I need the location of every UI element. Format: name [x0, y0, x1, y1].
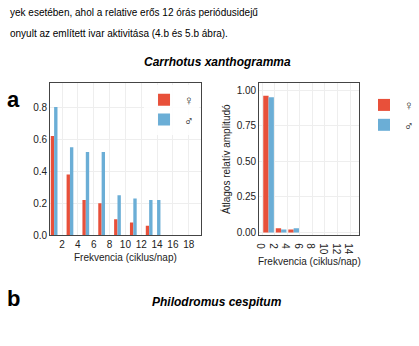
svg-text:2: 2 [268, 243, 279, 249]
svg-text:0.4: 0.4 [33, 166, 47, 177]
svg-text:12: 12 [136, 239, 148, 250]
svg-text:10: 10 [120, 239, 132, 250]
svg-text:10: 10 [318, 243, 329, 255]
svg-text:6: 6 [293, 243, 304, 249]
svg-text:0.75: 0.75 [237, 120, 257, 131]
svg-text:0.2: 0.2 [33, 198, 47, 209]
svg-text:12: 12 [331, 243, 342, 255]
svg-text:yek esetében, ahol a relative: yek esetében, ahol a relative erős 12 ór… [10, 7, 258, 18]
svg-text:14: 14 [343, 243, 354, 255]
svg-text:1.00: 1.00 [237, 85, 257, 96]
svg-text:2: 2 [59, 239, 65, 250]
svg-text:0.25: 0.25 [237, 191, 257, 202]
svg-text:0.00: 0.00 [237, 227, 257, 238]
svg-text:♂: ♂ [404, 118, 414, 133]
svg-text:6: 6 [91, 239, 97, 250]
svg-text:0.8: 0.8 [33, 102, 47, 113]
svg-text:0.0: 0.0 [33, 230, 47, 241]
svg-text:♀: ♀ [404, 98, 414, 113]
svg-text:0: 0 [255, 243, 266, 249]
svg-text:Frekvencia (ciklus/nap): Frekvencia (ciklus/nap) [258, 256, 361, 267]
svg-text:0.50: 0.50 [237, 156, 257, 167]
svg-text:8: 8 [305, 243, 316, 249]
svg-text:♂: ♂ [184, 113, 194, 128]
svg-text:Carrhotus xanthogramma: Carrhotus xanthogramma [144, 55, 291, 69]
svg-text:16: 16 [167, 239, 179, 250]
svg-text:onyult az említett ivar aktivi: onyult az említett ivar aktivitása (4.b … [10, 28, 228, 39]
svg-text:8: 8 [107, 239, 113, 250]
svg-text:4: 4 [280, 243, 291, 249]
svg-text:b: b [7, 286, 20, 311]
svg-text:Frekvencia (ciklus/nap): Frekvencia (ciklus/nap) [74, 252, 177, 263]
svg-text:0.6: 0.6 [33, 134, 47, 145]
svg-text:18: 18 [183, 239, 195, 250]
svg-text:♀: ♀ [184, 93, 194, 108]
svg-text:14: 14 [152, 239, 164, 250]
svg-text:Philodromus cespitum: Philodromus cespitum [152, 295, 282, 309]
svg-text:a: a [7, 87, 20, 112]
svg-text:4: 4 [75, 239, 81, 250]
svg-text:Átlagos relatív amplitudó: Átlagos relatív amplitudó [220, 104, 232, 214]
